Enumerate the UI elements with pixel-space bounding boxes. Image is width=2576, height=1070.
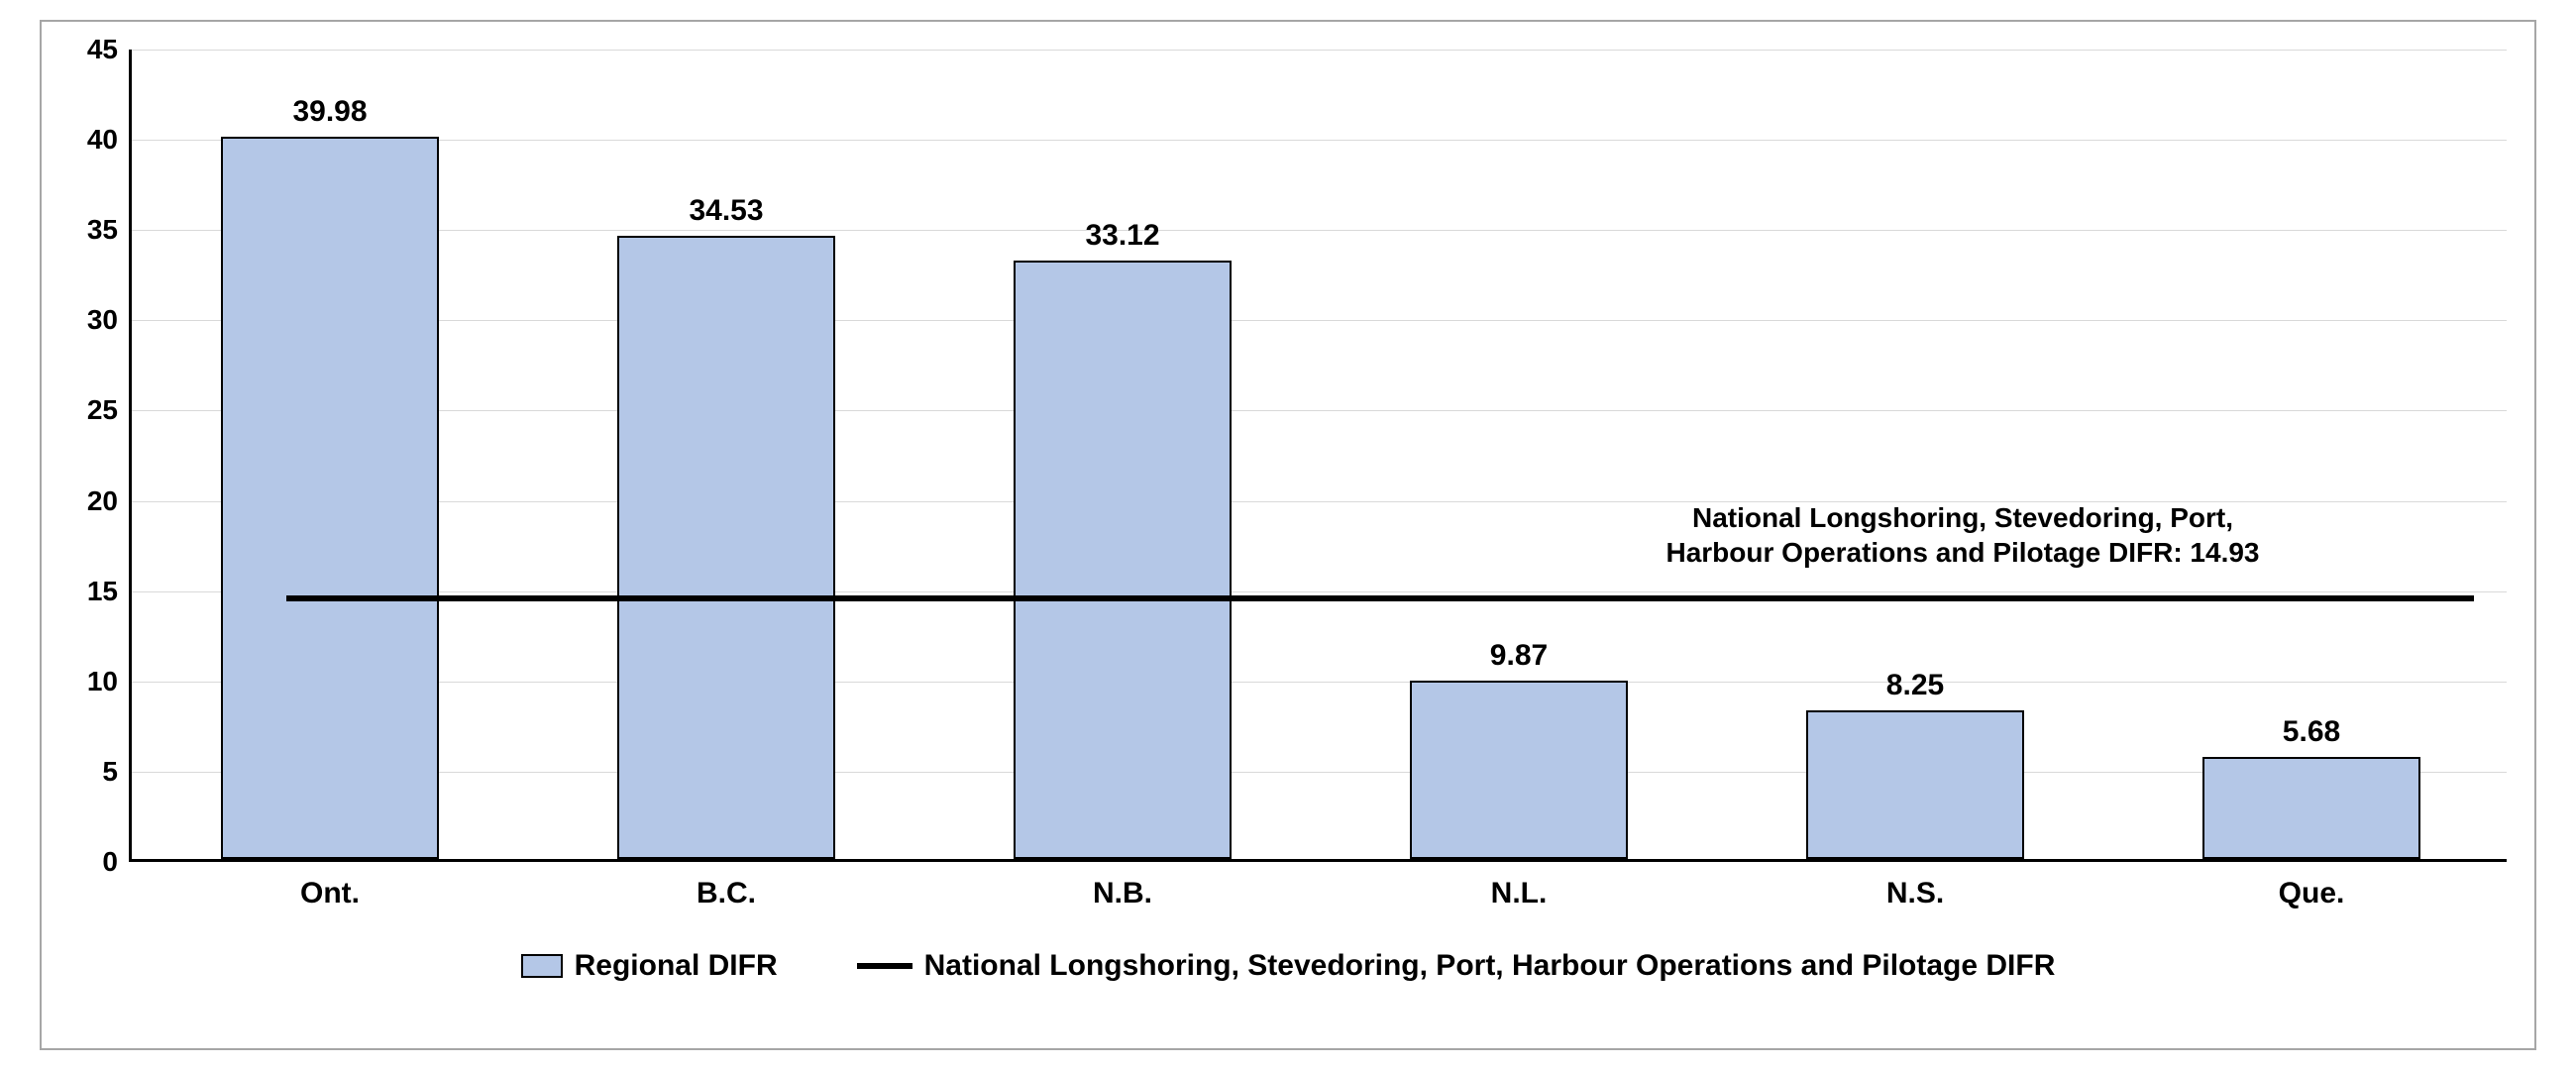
gridline xyxy=(132,230,2507,231)
gridline xyxy=(132,140,2507,141)
y-tick-label: 0 xyxy=(102,846,132,878)
y-tick-label: 40 xyxy=(87,124,132,156)
legend: Regional DIFR National Longshoring, Steve… xyxy=(42,949,2534,983)
bar: 8.25 xyxy=(1806,710,2024,859)
x-category-label: B.C. xyxy=(697,877,756,910)
bar-value-label: 9.87 xyxy=(1490,639,1548,673)
y-tick-label: 20 xyxy=(87,485,132,517)
y-tick-label: 30 xyxy=(87,304,132,336)
y-tick-label: 35 xyxy=(87,214,132,246)
gridline xyxy=(132,50,2507,51)
bar: 9.87 xyxy=(1410,681,1628,859)
gridline xyxy=(132,410,2507,411)
bar-value-label: 34.53 xyxy=(689,194,763,228)
y-tick-label: 10 xyxy=(87,666,132,697)
bar-value-label: 5.68 xyxy=(2283,715,2340,749)
national-line xyxy=(286,595,2474,601)
y-tick-label: 45 xyxy=(87,34,132,65)
y-tick-label: 25 xyxy=(87,394,132,426)
gridline xyxy=(132,320,2507,321)
x-category-label: Ont. xyxy=(300,877,360,910)
gridline xyxy=(132,682,2507,683)
x-category-label: N.S. xyxy=(1886,877,1944,910)
x-category-label: Que. xyxy=(2279,877,2345,910)
bar-value-label: 33.12 xyxy=(1085,219,1159,253)
bar: 33.12 xyxy=(1014,261,1232,859)
bar: 34.53 xyxy=(617,236,835,859)
legend-item: National Longshoring, Stevedoring, Port,… xyxy=(857,949,2056,983)
national-line-annotation: National Longshoring, Stevedoring, Port,… xyxy=(1665,500,2259,570)
bar-value-label: 39.98 xyxy=(292,95,367,129)
x-category-label: N.L. xyxy=(1491,877,1548,910)
y-tick-label: 15 xyxy=(87,576,132,607)
gridline xyxy=(132,772,2507,773)
legend-swatch-line xyxy=(857,963,912,969)
plot-area: 05101520253035404539.98Ont.34.53B.C.33.1… xyxy=(129,50,2507,862)
x-category-label: N.B. xyxy=(1093,877,1152,910)
bar-value-label: 8.25 xyxy=(1886,669,1944,702)
chart-frame: 0 5 10 15 20 25 30 35 40 45 39.98 Ont. 34.53 B.C. 33.1… xyxy=(40,20,2536,1050)
y-tick-label: 5 xyxy=(102,756,132,788)
legend-item: Regional DIFR xyxy=(521,949,778,983)
gridline xyxy=(132,591,2507,592)
legend-label: National Longshoring, Stevedoring, Port,… xyxy=(924,949,2056,983)
legend-label: Regional DIFR xyxy=(575,949,778,983)
legend-swatch-bar xyxy=(521,954,563,978)
bar: 5.68 xyxy=(2202,757,2420,860)
bar: 39.98 xyxy=(221,137,439,859)
